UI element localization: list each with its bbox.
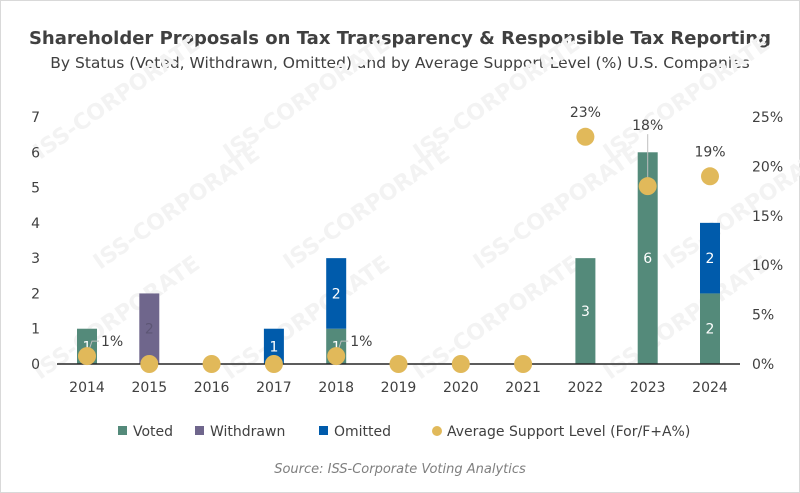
bar-omitted	[326, 258, 347, 329]
chart-source: Source: ISS-Corporate Voting Analytics	[274, 462, 526, 477]
x-tick-label: 2019	[381, 380, 417, 396]
bar-value-label: 2	[145, 322, 154, 338]
chart-subtitle: By Status (Voted, Withdrawn, Omitted) an…	[50, 54, 750, 72]
support-dot	[264, 355, 283, 373]
support-dot	[78, 347, 96, 366]
legend-swatch	[118, 426, 127, 435]
support-label: 23%	[570, 105, 601, 121]
y-right-tick-label: 15%	[752, 209, 783, 225]
x-tick-label: 2021	[505, 380, 541, 396]
y-right-tick-label: 25%	[752, 110, 783, 126]
support-dot	[576, 127, 595, 146]
y-left-tick-label: 2	[31, 286, 40, 302]
watermark-text: ISS-CORPORATE	[219, 251, 395, 384]
y-right-tick-label: 10%	[752, 258, 783, 274]
watermark-text: ISS-CORPORATE	[89, 141, 265, 274]
y-left-tick-label: 6	[31, 145, 40, 161]
bar-voted	[575, 258, 596, 364]
legend-swatch	[195, 426, 204, 435]
support-dot	[327, 347, 346, 366]
bar-value-label: 2	[332, 286, 341, 302]
support-label: 1%	[101, 334, 123, 350]
bar-voted	[637, 152, 658, 364]
y-left-tick-label: 4	[31, 216, 40, 232]
y-right-tick-label: 20%	[752, 159, 783, 175]
bar-voted	[700, 293, 720, 364]
support-dot	[638, 177, 657, 196]
support-dot	[140, 355, 159, 373]
x-tick-label: 2014	[69, 380, 105, 396]
x-tick-label: 2016	[194, 380, 230, 396]
watermark-text: ISS-CORPORATE	[469, 141, 645, 274]
y-left-tick-label: 5	[31, 181, 40, 197]
bar-value-label: 2	[706, 322, 715, 338]
watermark-text: ISS-CORPORATE	[29, 251, 205, 384]
support-dot	[389, 355, 408, 373]
bar-value-label: 3	[581, 304, 590, 320]
watermark-text: ISS-CORPORATE	[409, 251, 585, 384]
x-tick-label: 2015	[131, 380, 167, 396]
legend-label: Voted	[133, 424, 173, 440]
bar-value-label: 6	[643, 251, 652, 267]
watermark-text: ISS-CORPORATE	[279, 141, 455, 274]
x-tick-label: 2020	[443, 380, 479, 396]
y-right-tick-label: 5%	[752, 308, 774, 324]
support-label: 1%	[350, 334, 372, 350]
legend-label: Withdrawn	[210, 424, 285, 440]
x-tick-label: 2022	[568, 380, 604, 396]
y-right-tick-label: 0%	[752, 357, 774, 373]
watermark-text: ISS-CORPORATE	[29, 31, 205, 164]
support-dot	[701, 167, 719, 186]
y-left-tick-label: 3	[31, 251, 40, 267]
support-dot	[202, 355, 221, 373]
legend-label: Average Support Level (For/F+A%)	[447, 424, 690, 440]
y-left-tick-label: 7	[31, 110, 40, 126]
support-label: 19%	[694, 144, 725, 160]
legend-swatch	[319, 426, 328, 435]
bar-value-label: 1	[269, 339, 278, 355]
support-label: 18%	[632, 118, 663, 134]
support-dot	[514, 355, 533, 373]
y-left-tick-label: 0	[31, 357, 40, 373]
legend-swatch	[432, 426, 442, 436]
x-tick-label: 2018	[318, 380, 354, 396]
x-tick-label: 2023	[630, 380, 666, 396]
chart-title: Shareholder Proposals on Tax Transparenc…	[28, 28, 772, 49]
x-tick-label: 2024	[692, 380, 728, 396]
watermark-text: ISS-CORPORATE	[599, 251, 775, 384]
bar-value-label: 2	[706, 251, 715, 267]
bar-withdrawn	[139, 293, 160, 364]
support-dot	[451, 355, 470, 373]
bar-omitted	[700, 222, 720, 294]
bar-omitted	[263, 328, 284, 364]
x-tick-label: 2017	[256, 380, 292, 396]
y-left-tick-label: 1	[31, 322, 40, 338]
legend-label: Omitted	[334, 424, 391, 440]
